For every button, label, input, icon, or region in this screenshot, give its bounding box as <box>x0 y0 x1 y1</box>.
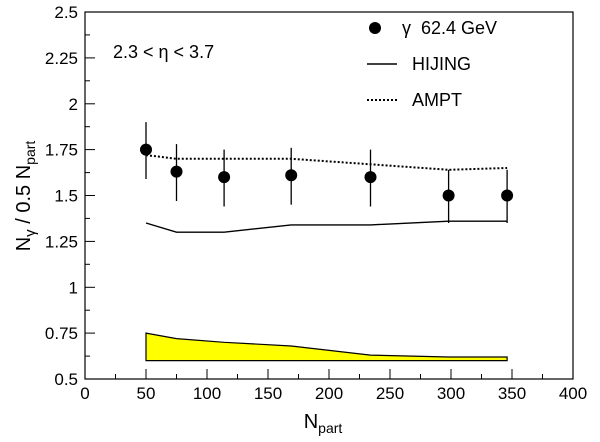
data-point <box>364 171 377 184</box>
y-tick-label: 2.5 <box>54 3 78 22</box>
x-tick-label: 50 <box>137 384 156 403</box>
x-tick-label: 100 <box>193 384 221 403</box>
x-tick-label: 0 <box>80 384 89 403</box>
legend-marker-data <box>369 22 381 34</box>
data-point <box>442 189 455 202</box>
x-tick-label: 150 <box>254 384 282 403</box>
y-tick-label: 2 <box>69 95 78 114</box>
ampt-line <box>145 154 508 171</box>
hijing-line <box>145 220 508 233</box>
x-axis-title: Npart <box>304 411 343 436</box>
axis-ticks-layer: 0 50 100 150 200 250 300 350 400 0.5 0.75 1 1.25 1.5 1… <box>45 3 587 403</box>
x-tick-label: 400 <box>559 384 587 403</box>
data-point <box>501 189 514 202</box>
y-tick-label: 0.75 <box>45 324 78 343</box>
y-tick-label: 1.75 <box>45 141 78 160</box>
x-tick-label: 300 <box>437 384 465 403</box>
legend-label-hijing: HIJING <box>412 54 471 74</box>
systematic-band <box>145 332 508 362</box>
x-tick-label: 250 <box>376 384 404 403</box>
systematic-band-layer <box>145 332 508 362</box>
legend-label-ampt: AMPT <box>412 90 462 110</box>
x-tick-label: 350 <box>498 384 526 403</box>
y-tick-label: 1.25 <box>45 232 78 251</box>
data-points-layer <box>140 122 514 223</box>
legend-label-data: γ 62.4 GeV <box>402 18 497 38</box>
data-point <box>170 165 183 178</box>
y-axis-title: Nγ / 0.5 Npart <box>13 141 39 252</box>
data-point <box>218 171 231 184</box>
data-point <box>140 143 152 156</box>
x-tick-label: 200 <box>315 384 343 403</box>
data-point <box>285 169 298 182</box>
legend: γ 62.4 GeV HIJING AMPT <box>367 18 497 110</box>
y-tick-label: 2.25 <box>45 49 78 68</box>
y-tick-label: 1.5 <box>54 187 78 206</box>
eta-range-annotation: 2.3 < η < 3.7 <box>113 42 214 62</box>
y-tick-label: 0.5 <box>54 370 78 389</box>
plot-frame <box>84 11 574 380</box>
y-tick-label: 1 <box>69 278 78 297</box>
